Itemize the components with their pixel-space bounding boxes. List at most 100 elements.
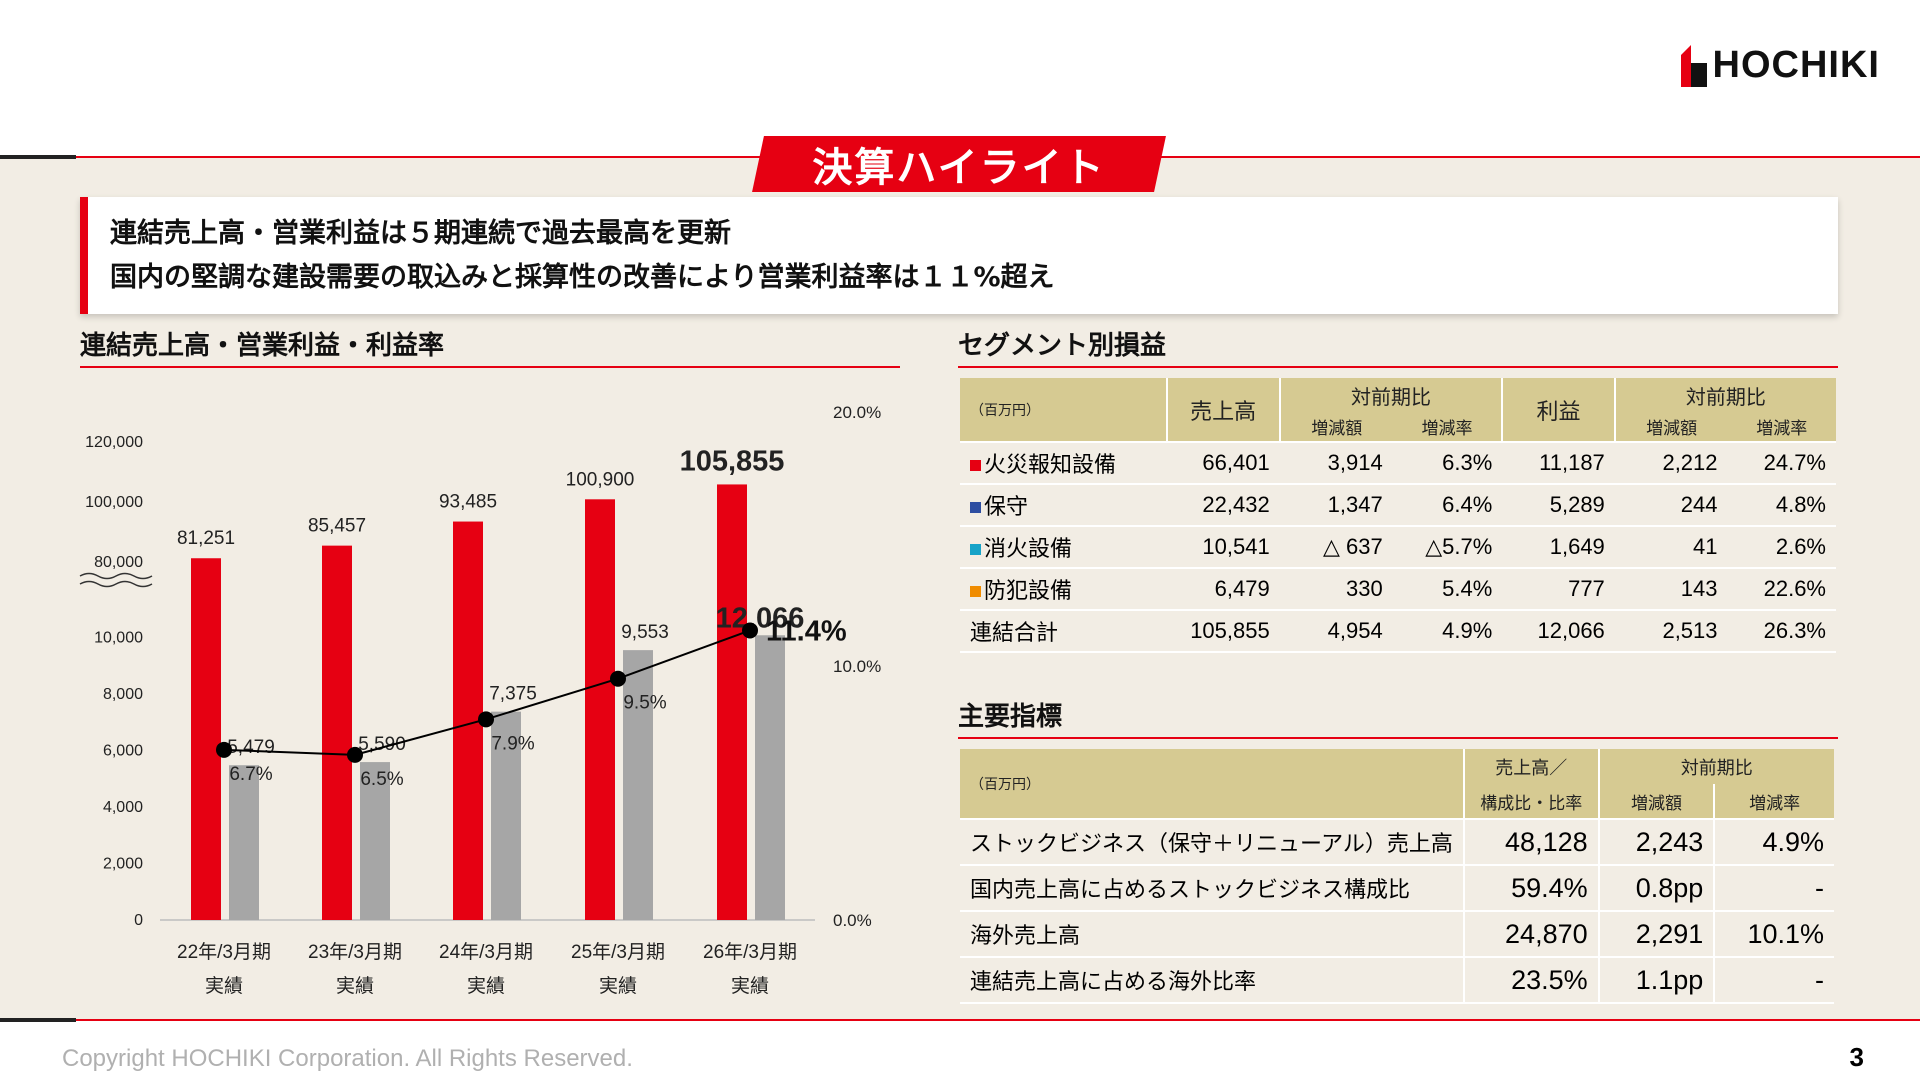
profit-bar bbox=[229, 765, 259, 920]
axis-break-icon bbox=[79, 580, 153, 588]
profit-data-label: 12,066 bbox=[716, 602, 805, 634]
y-tick-label: 6,000 bbox=[103, 743, 143, 760]
segment-name: 保守 bbox=[960, 484, 1167, 527]
sales-profit-chart: 0 2,000 4,000 6,000 8,000 10,000 80,000 100,000… bbox=[79, 403, 881, 997]
y-tick-label: 2,000 bbox=[103, 856, 143, 873]
y-tick-label: 10,000 bbox=[94, 630, 143, 647]
kpi-section-title: 主要指標 bbox=[958, 696, 1838, 739]
y-tick-label: 4,000 bbox=[103, 799, 143, 816]
segment-profit: 11,187 bbox=[1502, 442, 1615, 485]
highlight-line-2: 国内の堅調な建設需要の取込みと採算性の改善により営業利益率は１１%超え bbox=[110, 262, 1055, 293]
sales-bar bbox=[717, 484, 747, 920]
segment-profit-diff: 244 bbox=[1614, 484, 1728, 527]
segment-sales-diff: 4,954 bbox=[1279, 610, 1393, 653]
margin-line bbox=[223, 629, 751, 756]
y-tick-label: 80,000 bbox=[94, 554, 143, 571]
segment-sales-rate: 5.4% bbox=[1392, 568, 1503, 611]
legend-square-icon bbox=[970, 460, 981, 471]
sales-data-label: 81,251 bbox=[177, 528, 235, 549]
kpi-diff: 0.8pp bbox=[1598, 865, 1716, 912]
copyright: Copyright HOCHIKI Corporation. All Right… bbox=[62, 1045, 633, 1072]
y2-tick-label: 0.0% bbox=[833, 911, 872, 930]
segment-name: 火災報知設備 bbox=[960, 442, 1167, 485]
kpi-name: 連結売上高に占める海外比率 bbox=[960, 957, 1465, 1004]
segment-profit: 12,066 bbox=[1502, 610, 1615, 653]
segment-profit-rate: 26.3% bbox=[1727, 610, 1836, 653]
segment-sales-rate: 4.9% bbox=[1392, 610, 1503, 653]
segment-sales: 105,855 bbox=[1166, 610, 1280, 653]
hochiki-mark-icon bbox=[1680, 44, 1707, 87]
kpi-value: 23.5% bbox=[1463, 957, 1600, 1004]
segment-h-sales-diff: 増減額 bbox=[1279, 412, 1393, 443]
segment-sales: 10,541 bbox=[1166, 526, 1280, 569]
table-row: ストックビジネス（保守＋リニューアル）売上高 48,128 2,243 4.9% bbox=[960, 819, 1834, 866]
top-divider-accent bbox=[0, 155, 76, 159]
highlight-box: 連結売上高・営業利益は５期連続で過去最高を更新 国内の堅調な建設需要の取込みと採… bbox=[80, 197, 1838, 314]
kpi-h-value-2: 構成比・比率 bbox=[1463, 784, 1600, 820]
segment-h-sales-yoy: 対前期比 bbox=[1279, 378, 1504, 412]
x-tick-sublabel: 実績 bbox=[599, 975, 637, 997]
margin-data-label: 11.4% bbox=[766, 615, 847, 647]
logo-text: HOCHIKI bbox=[1712, 44, 1880, 86]
segment-h-profit-diff: 増減額 bbox=[1614, 412, 1728, 443]
sales-data-label: 93,485 bbox=[439, 492, 497, 513]
margin-point bbox=[742, 622, 758, 639]
legend-square-icon bbox=[970, 586, 981, 597]
segment-sales-diff: 3,914 bbox=[1279, 442, 1393, 485]
segment-profit-diff: 143 bbox=[1614, 568, 1728, 611]
chart-section-title: 連結売上高・営業利益・利益率 bbox=[80, 325, 900, 368]
y2-tick-label: 10.0% bbox=[833, 657, 881, 676]
kpi-rate: - bbox=[1714, 865, 1834, 912]
x-tick-sublabel: 実績 bbox=[467, 975, 505, 997]
sales-data-label: 100,900 bbox=[566, 469, 635, 490]
sales-data-label: 85,457 bbox=[308, 516, 366, 537]
kpi-name: 国内売上高に占めるストックビジネス構成比 bbox=[960, 865, 1465, 912]
segment-sales-rate: 6.3% bbox=[1392, 442, 1503, 485]
y-tick-label: 0 bbox=[134, 912, 143, 929]
segment-unit: （百万円） bbox=[960, 378, 1168, 443]
page-title: 決算ハイライト bbox=[812, 145, 1106, 191]
x-tick-label: 25年/3月期 bbox=[571, 941, 665, 963]
profit-bar bbox=[491, 711, 521, 920]
segment-h-sales: 売上高 bbox=[1166, 378, 1281, 443]
segment-h-sales-rate: 増減率 bbox=[1392, 412, 1504, 443]
margin-point bbox=[610, 670, 626, 687]
y-tick-label: 8,000 bbox=[103, 686, 143, 703]
segment-table: （百万円） 売上高 対前期比 利益 対前期比 増減額 増減率 増減額 増減率 火… bbox=[960, 378, 1836, 653]
profit-bar bbox=[755, 635, 785, 920]
x-tick-sublabel: 実績 bbox=[336, 975, 374, 997]
kpi-name: ストックビジネス（保守＋リニューアル）売上高 bbox=[960, 819, 1465, 866]
kpi-value: 48,128 bbox=[1463, 819, 1600, 866]
sales-bar bbox=[322, 545, 352, 920]
highlight-line-1: 連結売上高・営業利益は５期連続で過去最高を更新 bbox=[110, 218, 731, 249]
segment-name: 防犯設備 bbox=[960, 568, 1167, 611]
x-tick-sublabel: 実績 bbox=[205, 975, 243, 997]
segment-sales-diff: 330 bbox=[1279, 568, 1393, 611]
segment-section-title: セグメント別損益 bbox=[958, 325, 1838, 368]
x-tick-label: 24年/3月期 bbox=[439, 941, 533, 963]
kpi-diff: 1.1pp bbox=[1598, 957, 1716, 1004]
segment-profit-rate: 4.8% bbox=[1727, 484, 1836, 527]
segment-profit: 5,289 bbox=[1502, 484, 1615, 527]
kpi-rate: 4.9% bbox=[1714, 819, 1834, 866]
margin-data-label: 6.7% bbox=[229, 764, 272, 785]
segment-profit: 1,649 bbox=[1502, 526, 1615, 569]
sales-bar bbox=[191, 558, 221, 920]
company-logo: HOCHIKI bbox=[1680, 44, 1880, 87]
profit-data-label: 7,375 bbox=[489, 684, 537, 705]
kpi-value: 59.4% bbox=[1463, 865, 1600, 912]
segment-h-profit-rate: 増減率 bbox=[1727, 412, 1836, 443]
legend-square-icon bbox=[970, 544, 981, 555]
profit-data-label: 9,553 bbox=[621, 622, 669, 643]
segment-sales-rate: △5.7% bbox=[1392, 526, 1503, 569]
table-row-total: 連結合計 105,855 4,954 4.9% 12,066 2,513 26.… bbox=[960, 610, 1836, 653]
kpi-value: 24,870 bbox=[1463, 911, 1600, 958]
segment-h-profit-yoy: 対前期比 bbox=[1614, 378, 1836, 412]
profit-bar bbox=[623, 650, 653, 920]
kpi-h-rate: 増減率 bbox=[1714, 784, 1834, 820]
kpi-rate: - bbox=[1714, 957, 1834, 1004]
margin-data-label: 9.5% bbox=[623, 693, 666, 714]
legend-square-icon bbox=[970, 502, 981, 513]
segment-profit-rate: 2.6% bbox=[1727, 526, 1836, 569]
kpi-h-value-1: 売上高／ bbox=[1463, 749, 1600, 784]
